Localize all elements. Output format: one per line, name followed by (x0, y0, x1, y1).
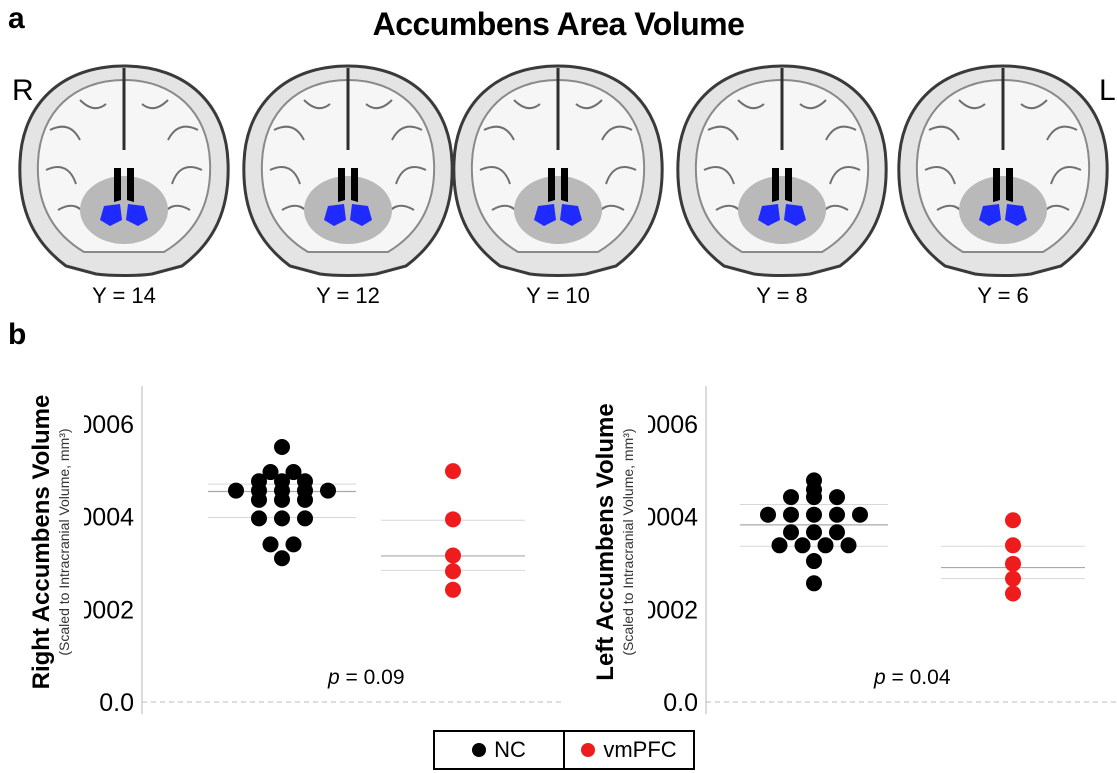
y-tick-label: 0.0 (99, 689, 134, 717)
data-point-nc (228, 482, 244, 499)
y-tick-label: 0.0 (663, 689, 698, 717)
right-p-value: p = 0.09 (328, 666, 405, 689)
data-point-nc (274, 439, 290, 455)
left-ylabel: Left Accumbens Volume (592, 403, 619, 681)
data-point-vmpfc (445, 563, 461, 580)
data-point-nc (829, 489, 845, 506)
data-point-nc (285, 536, 302, 553)
panel-a-letter: a (8, 2, 25, 35)
slice-label-1: Y = 14 (92, 283, 156, 308)
right-ylabel-block: Right Accumbens Volume (Scaled to Intrac… (16, 372, 84, 712)
legend-item-vmpfc: vmPFC (563, 732, 693, 768)
data-point-nc (840, 537, 857, 554)
data-point-nc (783, 506, 799, 523)
data-point-nc (806, 575, 822, 592)
data-point-vmpfc (1005, 570, 1021, 587)
brain-slice-5 (897, 64, 1109, 277)
data-point-nc (783, 489, 799, 506)
brain-slice-1 (18, 64, 230, 277)
data-point-nc (817, 537, 834, 554)
data-point-vmpfc (445, 463, 461, 480)
brain-slice-3 (452, 64, 664, 277)
data-point-vmpfc (445, 547, 461, 564)
left-accumbens-plot: .0006 .0004 .0002 0.0 (648, 386, 1117, 717)
data-point-nc (320, 482, 336, 499)
y-tick-label: .0002 (648, 596, 698, 624)
data-point-nc (771, 537, 788, 554)
left-side-marker: L (1099, 74, 1116, 107)
data-point-nc (806, 506, 822, 523)
figure-title: Accumbens Area Volume (372, 6, 745, 42)
data-point-nc (829, 524, 845, 541)
data-point-vmpfc (445, 581, 461, 598)
legend-label-vmpfc: vmPFC (603, 737, 677, 762)
data-point-nc (852, 506, 868, 523)
data-point-vmpfc (445, 511, 461, 528)
data-point-vmpfc (1005, 585, 1021, 602)
vmpfc-marker-icon (581, 743, 596, 757)
data-point-nc (806, 489, 822, 506)
data-point-nc (251, 491, 267, 508)
data-point-nc (262, 464, 279, 481)
data-point-nc (251, 510, 267, 527)
data-point-nc (297, 510, 313, 527)
right-ylabel: Right Accumbens Volume (28, 394, 55, 690)
data-point-vmpfc (1005, 512, 1021, 529)
slice-label-2: Y = 12 (316, 283, 380, 308)
data-point-nc (760, 506, 776, 523)
nc-marker-icon (472, 743, 487, 757)
right-side-marker: R (12, 74, 34, 107)
legend: NC vmPFC (433, 730, 695, 770)
data-point-nc (297, 491, 313, 508)
data-point-nc (783, 524, 799, 541)
legend-label-nc: NC (494, 737, 526, 762)
right-ylabel-sub: (Scaled to Intracranial Volume, mm³) (56, 428, 72, 656)
data-point-nc (285, 464, 302, 481)
panel-b-letter: b (8, 318, 27, 351)
data-point-nc (794, 537, 811, 554)
y-tick-label: .0002 (84, 596, 134, 624)
right-accumbens-plot: .0006 .0004 .0002 0.0 (84, 386, 564, 717)
y-tick-label: .0004 (648, 504, 698, 532)
slice-label-3: Y = 10 (526, 283, 590, 308)
data-point-nc (806, 553, 822, 570)
data-point-nc (262, 536, 279, 553)
y-tick-label: .0004 (84, 504, 134, 532)
left-ylabel-sub: (Scaled to Intracranial Volume, mm³) (620, 428, 636, 656)
slice-label-5: Y = 6 (977, 283, 1029, 308)
y-tick-label: .0006 (648, 411, 698, 439)
data-point-vmpfc (1005, 537, 1021, 554)
left-ylabel-block: Left Accumbens Volume (Scaled to Intracr… (580, 372, 648, 712)
y-tick-label: .0006 (84, 411, 134, 439)
data-point-nc (806, 524, 822, 541)
brain-slice-2 (242, 64, 454, 277)
brain-slice-4 (676, 64, 888, 277)
data-point-nc (829, 506, 845, 523)
data-point-vmpfc (1005, 555, 1021, 572)
slice-label-4: Y = 8 (756, 283, 808, 308)
legend-item-nc: NC (435, 732, 563, 768)
data-point-nc (274, 491, 290, 508)
data-point-nc (274, 550, 290, 567)
left-p-value: p = 0.04 (874, 666, 951, 689)
data-point-nc (274, 510, 290, 527)
